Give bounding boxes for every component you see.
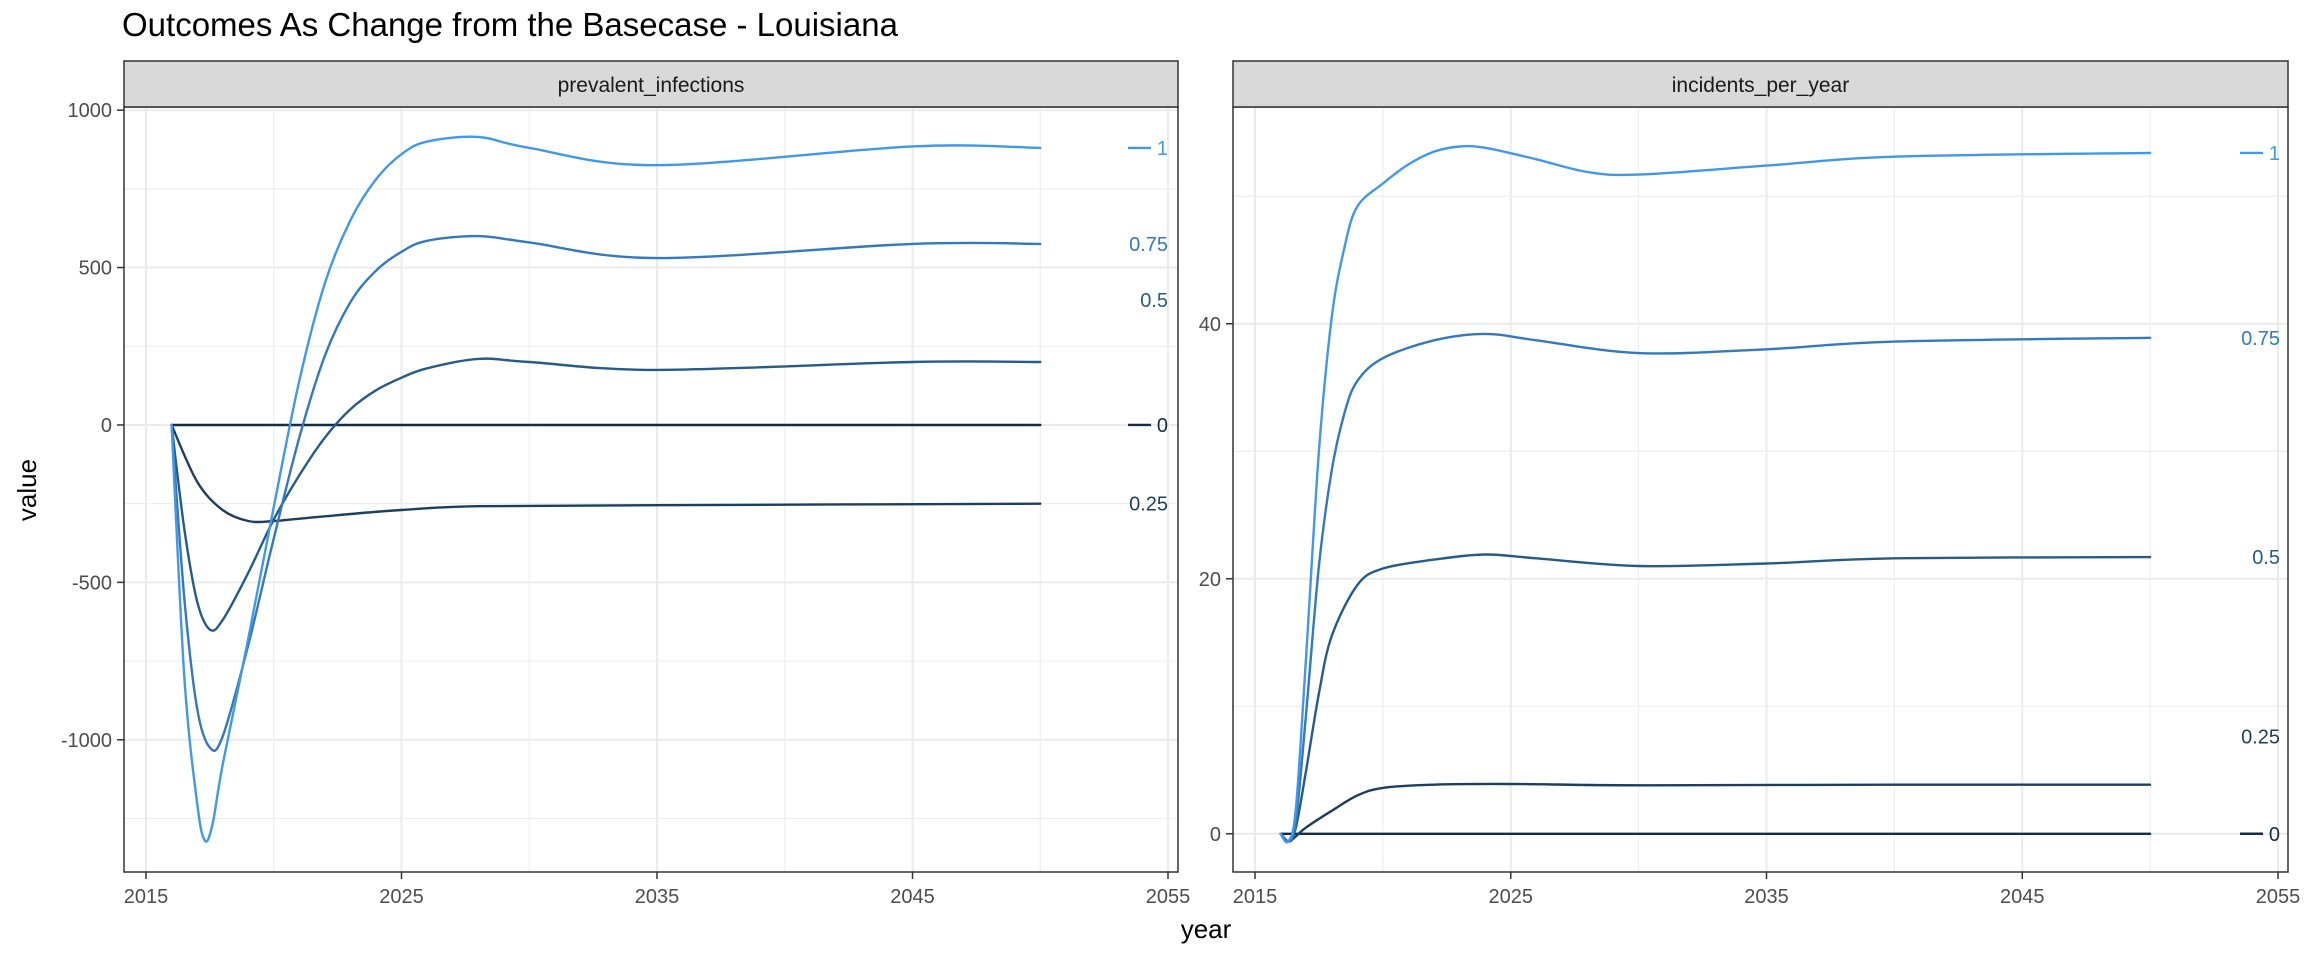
series-end-label: 1 [1157,138,1168,160]
series-end-label: 0.75 [2241,328,2280,350]
series-line-0_25 [1279,782,2152,843]
panel-background [124,107,1178,872]
series-end-label: 1 [2269,143,2280,165]
series-line-0_25 [170,423,1042,524]
x-tick-label: 2015 [124,886,169,908]
panel-background [1233,107,2288,872]
y-tick-label: 20 [1199,569,1221,591]
x-tick-label: 2025 [379,886,424,908]
series-end-label: 0.25 [2241,727,2280,749]
series-end-label: 0 [2269,824,2280,846]
series-line-0_75 [170,234,1042,752]
series-line-0_5 [170,357,1042,632]
x-tick-label: 2035 [635,886,680,908]
facet-strip-label: incidents_per_year [1672,74,1849,97]
y-axis-title: value [12,459,42,521]
x-tick-label: 2045 [2000,886,2045,908]
series-line-0_5 [1279,553,2152,843]
series-line-1 [1279,144,2152,844]
y-tick-label: -500 [72,572,112,594]
series-end-label: 0.25 [1129,494,1168,516]
x-tick-label: 2025 [1489,886,1534,908]
x-tick-label: 2055 [1146,886,1191,908]
x-tick-label: 2045 [890,886,935,908]
y-tick-label: 0 [1210,824,1221,846]
y-tick-label: 40 [1199,314,1221,336]
y-tick-label: -1000 [61,730,112,752]
series-end-label: 0.5 [2252,547,2280,569]
x-axis-title: year [1181,914,1232,944]
panel-prevalent_infections: 0 0.25 0.5 0.75 1 prevalent_infections 2015 202… [61,60,1191,908]
facet-strip [123,60,1179,108]
series-end-label: 0.5 [1140,290,1168,312]
series-line-1 [170,135,1042,843]
series-end-label: 0 [1157,415,1168,437]
facet-strip [1232,60,2289,108]
series-end-label: 0.75 [1129,234,1168,256]
chart-title: Outcomes As Change from the Basecase - L… [122,6,898,43]
x-tick-label: 2035 [1744,886,1789,908]
x-tick-label: 2055 [2256,886,2301,908]
series-line-0_75 [1279,332,2152,843]
y-tick-label: 0 [101,415,112,437]
y-tick-label: 500 [79,258,112,280]
facet-strip-label: prevalent_infections [558,74,745,97]
y-tick-label: 1000 [68,100,113,122]
x-tick-label: 2015 [1233,886,1278,908]
panel-incidents_per_year: 0 0.25 0.5 0.75 1 incidents_per_year 2015 2025 2… [1199,60,2301,908]
